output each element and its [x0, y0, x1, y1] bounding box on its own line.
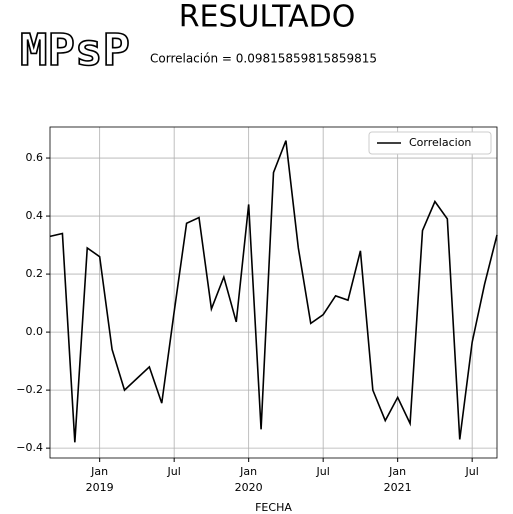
- subtitle: Correlación = 0.09815859815859815: [150, 52, 377, 66]
- y-tick-label: 0.2: [26, 267, 44, 280]
- data-line: [49, 140, 498, 443]
- x-tick-label: Jan: [90, 465, 108, 478]
- x-axis-label: FECHA: [255, 501, 292, 514]
- x-tick-label: Jul: [465, 465, 479, 478]
- logo: MPsP: [20, 25, 130, 76]
- page-title: RESULTADO: [179, 0, 356, 35]
- y-tick-label: 0.4: [26, 209, 44, 222]
- x-tick-label: Jan: [388, 465, 406, 478]
- legend-box: [368, 131, 492, 155]
- x-tick-label: Jul: [167, 465, 181, 478]
- x-tick-label: Jan: [239, 465, 257, 478]
- x-tick-year: 2020: [235, 481, 263, 494]
- y-tick-label: −0.4: [16, 441, 43, 454]
- y-tick-label: −0.2: [16, 383, 43, 396]
- y-tick-label: 0.6: [26, 151, 44, 164]
- legend-label: Correlacion: [409, 136, 471, 149]
- x-tick-year: 2021: [384, 481, 412, 494]
- plot-frame: [49, 126, 498, 459]
- y-tick-label: 0.0: [26, 325, 44, 338]
- x-tick-year: 2019: [86, 481, 114, 494]
- x-tick-label: Jul: [316, 465, 330, 478]
